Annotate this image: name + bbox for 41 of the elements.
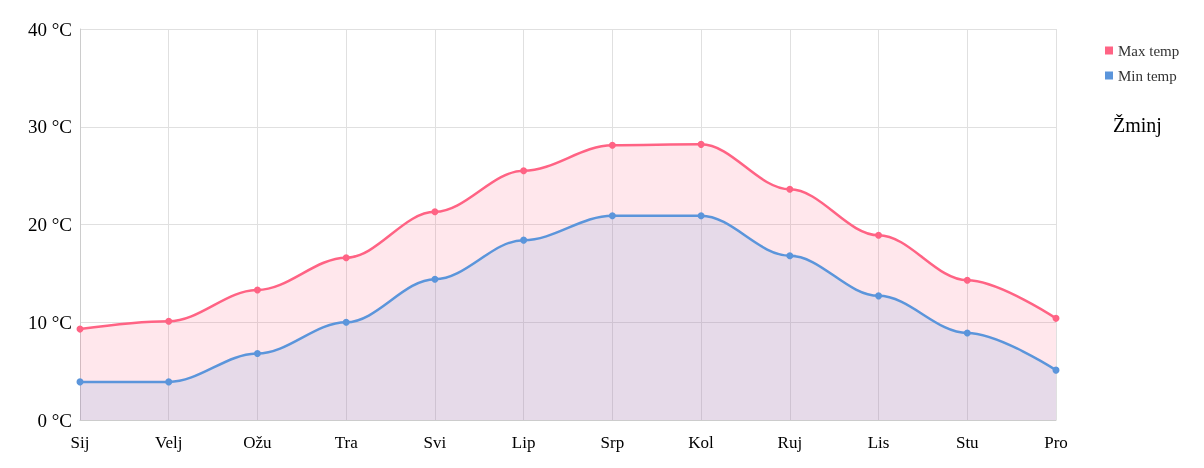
x-tick-label: Lip [511,433,536,452]
point [253,350,261,358]
point [608,212,616,220]
point [963,329,971,337]
point [875,292,883,300]
y-tick-label: 30 °C [27,116,72,138]
point [697,140,705,148]
point [608,141,616,149]
x-tick-label: Stu [955,433,980,452]
point [431,275,439,283]
point [342,318,350,326]
x-tick-label: Ruj [777,433,803,452]
point [342,254,350,262]
point [875,231,883,239]
point [253,286,261,294]
x-tick-label: Sij [70,433,90,452]
y-tick-label: 10 °C [27,311,72,333]
text: Žminj [1113,114,1162,137]
legend-label: Max temp [1118,42,1180,59]
x-tick-label: Ožu [243,433,273,452]
point [165,378,173,386]
x-tick-label: Pro [1044,433,1068,452]
x-tick-label: Velj [155,433,183,452]
point [520,236,528,244]
point [165,317,173,325]
x-tick-label: Lis [867,433,890,452]
point [1052,314,1060,322]
y-tick-label: 0 °C [37,409,72,431]
x-tick-label: Srp [600,433,625,452]
point [963,276,971,284]
legend-label: Min temp [1118,67,1177,84]
point [786,185,794,193]
x-tick-label: Kol [688,433,715,452]
point [520,167,528,175]
y-tick-label: 20 °C [27,214,72,235]
x-tick-label: Tra [334,433,359,452]
point [786,252,794,260]
y-tick-label: 40 °C [27,18,72,40]
x-tick-label: Svi [423,433,447,452]
point [431,208,439,216]
point [697,212,705,220]
